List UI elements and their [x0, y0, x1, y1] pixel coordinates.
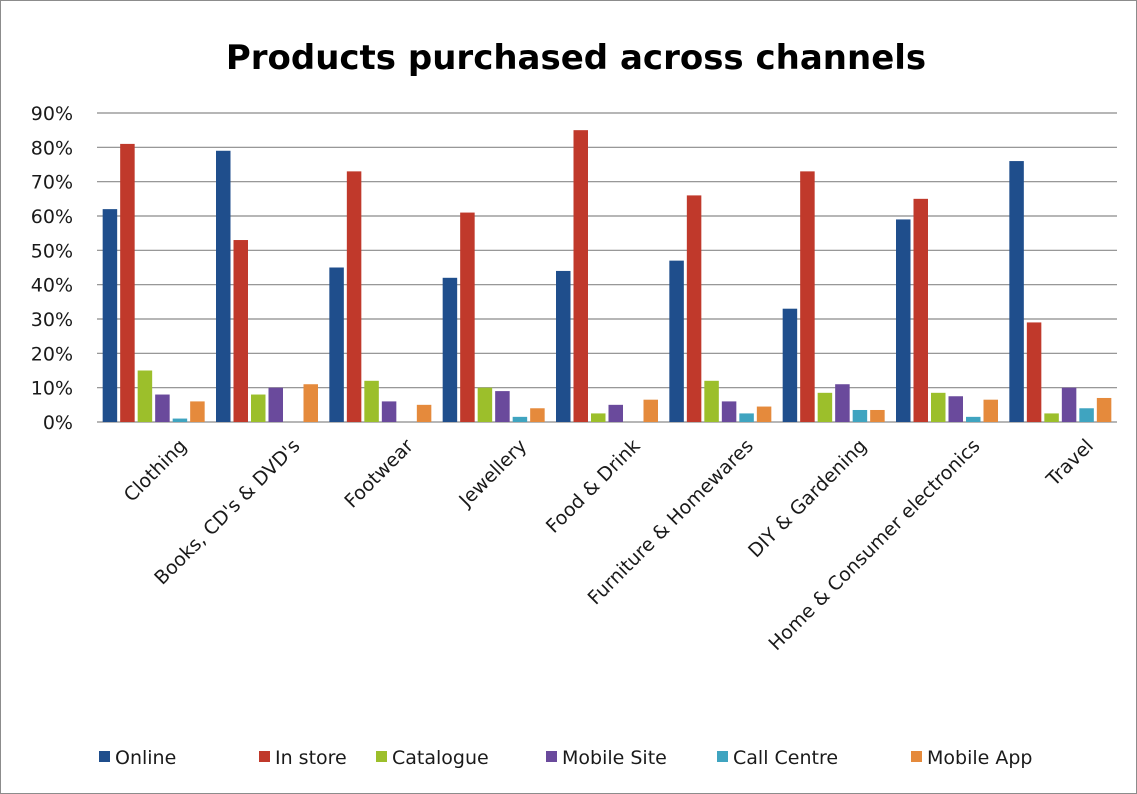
bar-online	[556, 270, 571, 422]
legend-label: Online	[115, 747, 176, 769]
bar-online	[1009, 161, 1024, 423]
bars	[102, 130, 1112, 423]
category-label: DIY & Gardening	[744, 435, 871, 562]
bar-call-centre	[172, 418, 188, 422]
y-tick-label: 90%	[31, 103, 73, 125]
bar-in-store	[1026, 322, 1042, 422]
bar-in-store	[120, 143, 135, 422]
bar-mobile-site	[381, 401, 397, 422]
bar-mobile-site	[948, 396, 963, 422]
bar-in-store	[686, 195, 702, 422]
category-label: Jewellery	[454, 435, 531, 512]
legend-swatch	[546, 751, 557, 762]
bar-mobile-site	[835, 384, 850, 422]
bar-mobile-site	[268, 387, 283, 422]
y-tick-label: 40%	[31, 275, 73, 297]
bar-mobile-site	[155, 394, 170, 422]
category-label: Food & Drink	[542, 435, 645, 538]
y-axis-ticks: 0% 10% 20% 30% 40% 50% 60% 70% 80% 90%	[31, 103, 73, 434]
bar-mobile-app	[190, 401, 205, 422]
bar-mobile-app	[756, 406, 772, 422]
bar-catalogue	[477, 387, 493, 422]
bar-mobile-site	[608, 404, 623, 422]
bar-online	[782, 308, 798, 422]
bar-mobile-app	[530, 408, 545, 422]
legend-label: In store	[275, 747, 347, 769]
bar-in-store	[233, 240, 248, 422]
bar-mobile-site	[495, 391, 510, 422]
bar-mobile-app	[416, 404, 432, 422]
legend: Online In store Catalogue Mobile Site Call C…	[99, 747, 1032, 769]
bar-mobile-app	[1096, 397, 1112, 422]
legend-label: Mobile Site	[562, 747, 667, 769]
bar-call-centre	[1079, 408, 1094, 422]
gridlines	[97, 112, 1117, 423]
bar-online	[329, 267, 344, 422]
legend-swatch	[259, 751, 270, 762]
category-label: Footwear	[340, 435, 418, 513]
legend-swatch	[911, 751, 922, 762]
legend-swatch	[99, 751, 110, 762]
bar-in-store	[573, 130, 588, 422]
y-tick-label: 10%	[31, 378, 73, 400]
bar-in-store	[460, 212, 475, 422]
bar-catalogue	[931, 392, 946, 422]
legend-label: Mobile App	[927, 747, 1032, 769]
bar-mobile-site	[1061, 387, 1077, 422]
y-tick-label: 70%	[31, 172, 73, 194]
bar-mobile-app	[643, 399, 658, 422]
bar-in-store	[346, 171, 362, 422]
bar-in-store	[913, 198, 928, 422]
bar-mobile-app	[303, 384, 318, 422]
chart-title: Products purchased across channels	[226, 38, 926, 78]
bar-mobile-app	[870, 409, 885, 422]
y-tick-label: 50%	[31, 240, 73, 262]
bar-online	[442, 277, 458, 422]
y-tick-label: 20%	[31, 343, 73, 365]
bar-mobile-site	[721, 401, 737, 422]
y-tick-label: 60%	[31, 206, 73, 228]
bar-catalogue	[704, 380, 719, 422]
bar-call-centre	[852, 409, 868, 422]
bar-call-centre	[739, 413, 754, 422]
bar-catalogue	[591, 413, 606, 422]
bar-mobile-app	[983, 399, 998, 422]
y-tick-label: 0%	[43, 412, 73, 434]
y-tick-label: 80%	[31, 137, 73, 159]
legend-label: Catalogue	[392, 747, 489, 769]
bar-call-centre	[512, 416, 528, 422]
category-label: Travel	[1042, 435, 1098, 491]
legend-swatch	[717, 751, 728, 762]
bar-catalogue	[137, 370, 153, 422]
bar-in-store	[800, 171, 815, 422]
bar-catalogue	[817, 392, 833, 422]
bar-online	[896, 219, 911, 422]
bar-online	[216, 150, 231, 422]
bar-catalogue	[251, 394, 266, 422]
category-label: Home & Consumer electronics	[765, 435, 985, 655]
y-tick-label: 30%	[31, 309, 73, 331]
legend-swatch	[376, 751, 387, 762]
bar-catalogue	[364, 380, 379, 422]
bar-online	[102, 209, 118, 422]
bar-catalogue	[1044, 413, 1059, 422]
bar-online	[669, 260, 684, 422]
category-label: Clothing	[120, 435, 191, 506]
bar-call-centre	[966, 416, 981, 422]
legend-label: Call Centre	[733, 747, 838, 769]
